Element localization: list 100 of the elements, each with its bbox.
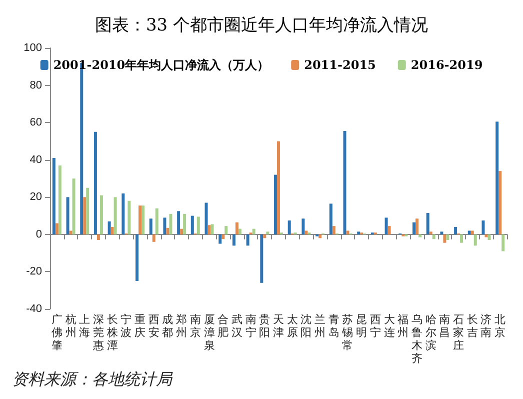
x-tick-label: 青岛 xyxy=(328,313,340,339)
y-tick-label: 0 xyxy=(36,228,42,240)
bar xyxy=(446,234,450,240)
bar xyxy=(252,228,256,234)
x-tick-label: 哈尔滨 xyxy=(425,313,436,352)
bar xyxy=(180,228,184,234)
bar xyxy=(72,178,76,234)
bar xyxy=(474,234,477,246)
bar xyxy=(460,234,464,243)
bar xyxy=(384,218,388,234)
x-tick-label: 广佛肇 xyxy=(51,313,62,352)
legend-label: 2011-2015 xyxy=(304,58,376,72)
x-tick-label: 天津 xyxy=(273,313,284,339)
bar xyxy=(196,216,200,234)
bar xyxy=(108,221,111,234)
x-tick-label: 福州 xyxy=(398,313,409,339)
bar xyxy=(222,234,225,240)
y-tick-label: 40 xyxy=(30,154,42,166)
bar xyxy=(288,220,291,234)
y-tick-label: -20 xyxy=(26,266,42,278)
bar xyxy=(263,234,266,238)
x-tick-label: 石家庄 xyxy=(453,313,464,352)
bar xyxy=(190,216,194,234)
bar xyxy=(482,220,485,234)
x-tick-label: 大连 xyxy=(384,313,395,339)
x-tick-label: 西宁 xyxy=(370,313,381,339)
bar xyxy=(470,230,474,234)
bar xyxy=(488,234,491,240)
y-tick-label: 60 xyxy=(30,116,42,129)
bar xyxy=(96,234,100,240)
bar xyxy=(429,232,432,234)
bar xyxy=(166,228,170,234)
bar xyxy=(110,226,114,234)
bar xyxy=(177,211,180,234)
bar xyxy=(454,226,458,234)
bar xyxy=(302,218,305,234)
bar xyxy=(329,204,332,234)
x-tick-label: 济南 xyxy=(480,313,492,339)
bar xyxy=(128,200,131,234)
bar xyxy=(496,122,499,234)
bar xyxy=(58,165,62,234)
bar xyxy=(343,130,346,234)
bar xyxy=(332,226,336,234)
bar xyxy=(86,188,90,234)
x-tick-label: 乌鲁木齐 xyxy=(411,313,422,365)
bar xyxy=(218,234,222,244)
bar xyxy=(152,234,156,242)
bar xyxy=(274,174,277,234)
chart-title: 图表：33 个都市圈近年人口年均净流入情况 xyxy=(94,16,428,36)
x-tick-label: 南京 xyxy=(190,313,201,339)
x-tick-label: 西安 xyxy=(148,313,160,339)
bar xyxy=(94,132,97,234)
bar xyxy=(388,226,391,234)
x-tick-label: 上海 xyxy=(79,313,90,339)
bar xyxy=(66,197,70,234)
x-tick-label: 杭州 xyxy=(64,313,76,339)
y-tick-label: 80 xyxy=(30,79,42,92)
bar xyxy=(246,234,250,246)
bar xyxy=(169,214,172,234)
bar xyxy=(440,232,444,234)
x-tick-label: 贵阳 xyxy=(259,313,270,339)
x-tick-label: 兰州 xyxy=(314,313,326,339)
bar xyxy=(52,158,56,234)
y-tick-label: -40 xyxy=(26,303,42,315)
x-tick-label: 昆明 xyxy=(356,313,368,339)
bar xyxy=(114,197,117,234)
x-tick-label: 深莞惠 xyxy=(92,313,104,352)
bar xyxy=(412,222,416,234)
x-tick-label: 北京 xyxy=(494,313,506,339)
bar xyxy=(443,234,446,243)
x-tick-label: 宁波 xyxy=(120,313,132,339)
bar xyxy=(138,206,142,234)
bar xyxy=(468,230,471,234)
x-tick-label: 合肥 xyxy=(218,313,229,339)
x-tick-label: 厦漳泉 xyxy=(204,313,215,352)
bar xyxy=(224,226,228,234)
bar xyxy=(432,234,436,240)
bar xyxy=(100,195,103,234)
bar xyxy=(346,230,350,234)
bar xyxy=(69,230,72,234)
bar xyxy=(318,234,322,238)
y-tick-label: 20 xyxy=(30,191,42,204)
bar xyxy=(204,202,208,234)
bar xyxy=(502,234,505,252)
x-tick-label: 重庆 xyxy=(134,313,146,339)
bar xyxy=(415,218,418,234)
bar xyxy=(208,225,211,234)
bar xyxy=(260,234,264,283)
bar xyxy=(238,228,242,234)
x-tick-label: 长吉 xyxy=(466,313,478,339)
legend-label: 2016-2019 xyxy=(410,58,483,72)
x-tick-label: 武汉 xyxy=(231,313,242,339)
bar xyxy=(357,232,360,234)
x-tick-label: 南昌 xyxy=(439,313,450,339)
x-tick-label: 太原 xyxy=(286,313,298,339)
x-tick-label: 南宁 xyxy=(245,313,256,339)
bar xyxy=(498,171,502,234)
x-tick-label: 成都 xyxy=(162,313,174,339)
bar xyxy=(122,193,125,234)
bar xyxy=(266,232,270,234)
